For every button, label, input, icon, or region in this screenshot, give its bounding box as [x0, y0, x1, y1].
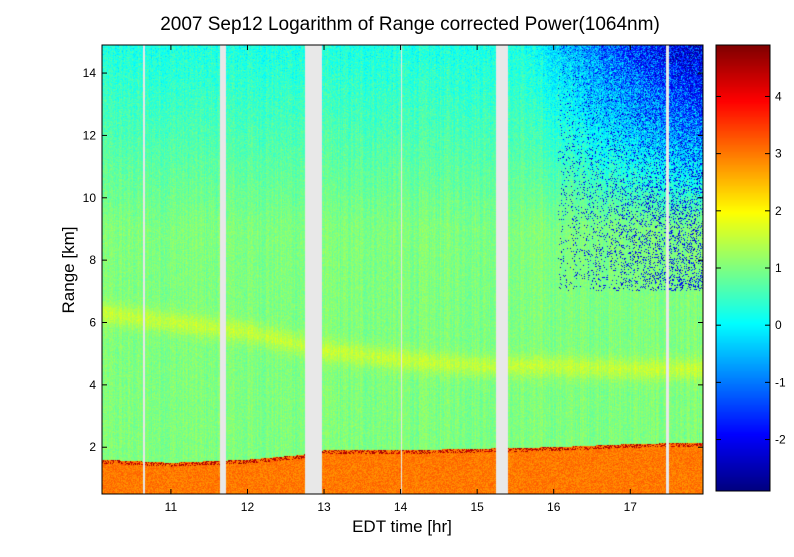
colorbar-tick-label: -2: [775, 433, 786, 447]
x-tick-label: 11: [165, 500, 178, 514]
y-axis-label: Range [km]: [59, 227, 78, 314]
x-tick-label: 14: [394, 500, 408, 514]
colorbar-tick-label: 3: [775, 147, 782, 161]
heatmap-image: [102, 45, 703, 494]
plot-frame: [101, 44, 704, 495]
y-tick-label: 4: [89, 378, 96, 392]
x-tick-label: 12: [241, 500, 255, 514]
x-tick-label: 13: [317, 500, 331, 514]
plot-area: [102, 45, 703, 494]
x-tick-label: 17: [624, 500, 638, 514]
y-tick-label: 6: [89, 316, 96, 330]
colorbar-tick-label: 2: [775, 204, 782, 218]
y-tick-label: 12: [83, 128, 97, 142]
x-tick-label: 15: [470, 500, 484, 514]
y-tick-label: 8: [89, 253, 96, 267]
colorbar-tick-label: 1: [775, 261, 782, 275]
x-axis: 11 12 13 14 15 16 17: [165, 45, 638, 514]
y-tick-label: 10: [83, 191, 97, 205]
y-tick-label: 14: [83, 66, 97, 80]
colorbar-gradient: [716, 45, 770, 491]
colorbar: [716, 45, 770, 491]
x-axis-label: EDT time [hr]: [352, 517, 452, 536]
x-tick-label: 16: [547, 500, 561, 514]
chart-title: 2007 Sep12 Logarithm of Range corrected …: [160, 14, 660, 35]
colorbar-tick-label: 0: [775, 318, 782, 332]
colorbar-axis: -2 -1 0 1 2 3 4: [716, 89, 786, 447]
y-tick-label: 2: [89, 440, 96, 454]
colorbar-tick-label: 4: [775, 89, 782, 103]
y-axis: 2 4 6 8 10 12 14: [83, 66, 703, 454]
colorbar-tick-label: -1: [775, 375, 786, 389]
